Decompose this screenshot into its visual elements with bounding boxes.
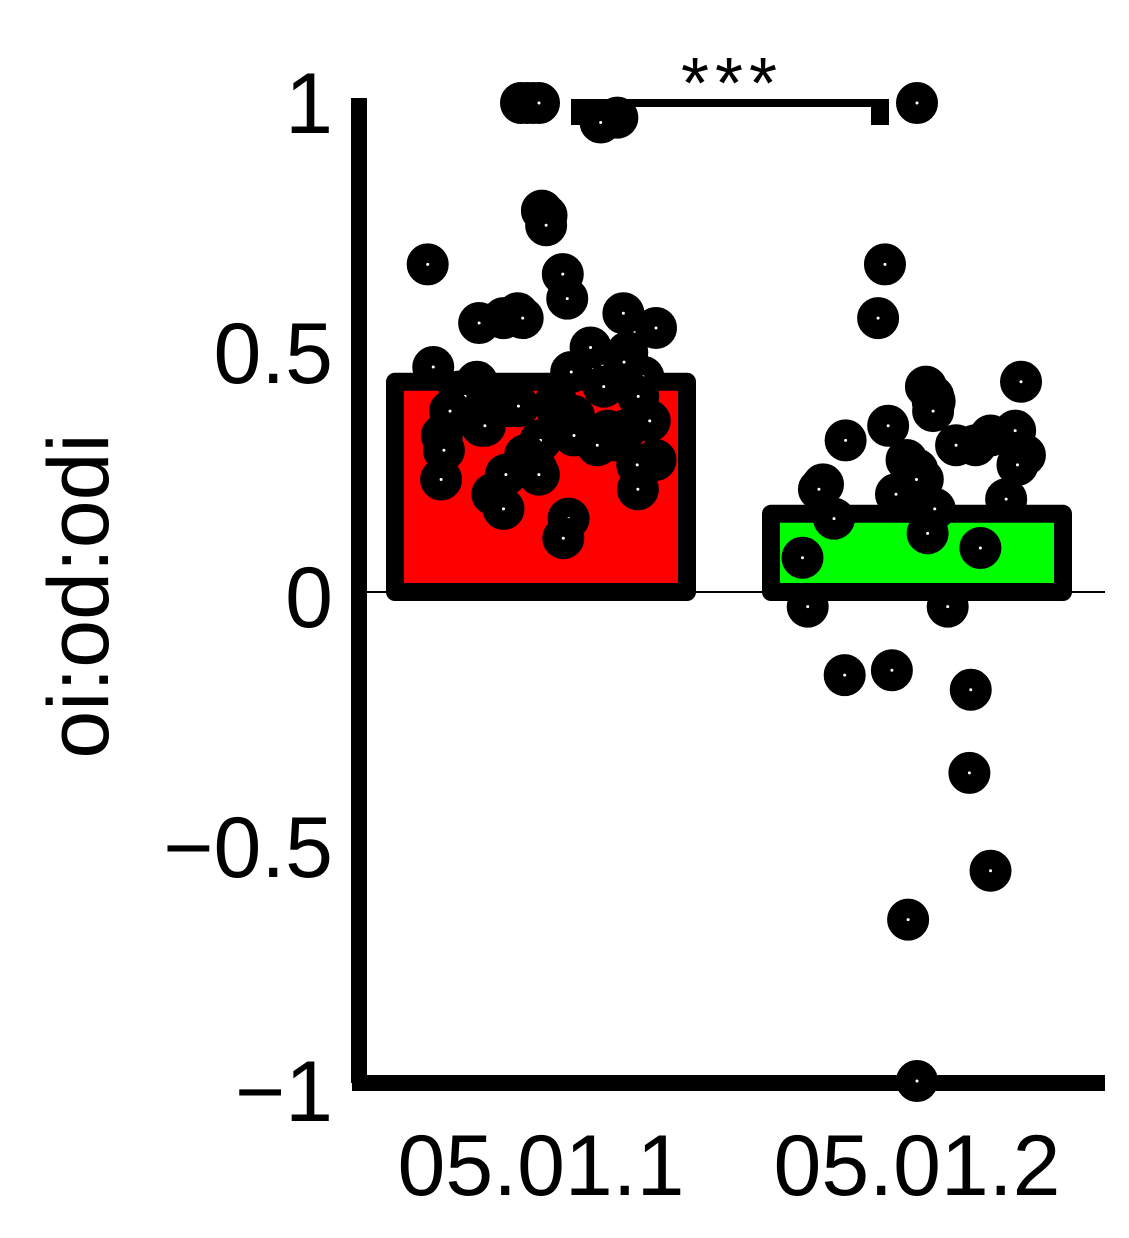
data-point-center-2-37 — [989, 869, 993, 873]
data-point-center-1-57 — [502, 507, 506, 511]
data-point-center-1-14 — [621, 311, 625, 315]
data-point-center-1-22 — [431, 365, 435, 369]
y-axis-label: oi:od:odi — [31, 433, 127, 758]
data-point-center-2-10 — [886, 424, 890, 428]
data-point-center-1-28 — [636, 394, 640, 398]
data-point-center-2-3 — [876, 316, 880, 320]
data-point-center-1-11 — [561, 272, 565, 276]
data-point-center-1-4 — [537, 101, 541, 105]
y-tick-label-minus-0-5: −0.5 — [163, 800, 333, 896]
data-point-center-1-23 — [569, 370, 573, 374]
data-point-center-2-25 — [1004, 497, 1008, 501]
data-points — [406, 82, 1046, 1102]
data-point-center-1-54 — [439, 478, 443, 482]
data-point-center-1-35 — [448, 409, 452, 413]
data-point-center-2-4 — [1019, 380, 1023, 384]
data-point-center-2-38 — [906, 918, 910, 922]
data-point-center-2-34 — [843, 673, 847, 677]
data-point-center-2-13 — [844, 438, 848, 442]
y-tick-label-0: 0 — [285, 550, 333, 646]
data-point-center-1-50 — [635, 463, 639, 467]
data-point-center-1-59 — [561, 536, 565, 540]
data-point-center-1-39 — [483, 424, 487, 428]
x-tick-label-05-01-2: 05.01.2 — [774, 1118, 1061, 1214]
data-point-center-1-26 — [602, 385, 606, 389]
data-point-center-2-31 — [946, 605, 950, 609]
data-point-center-1-21 — [622, 360, 626, 364]
data-point-center-1-12 — [565, 297, 569, 301]
data-point-center-2-2 — [883, 262, 887, 266]
data-point-center-2-1 — [915, 101, 919, 105]
data-point-center-2-35 — [969, 688, 973, 692]
data-point-center-1-55 — [636, 487, 640, 491]
data-point-center-2-30 — [800, 556, 804, 560]
data-point-center-2-9 — [931, 409, 935, 413]
data-point-center-1-37 — [648, 419, 652, 423]
data-point-center-2-28 — [926, 531, 930, 535]
data-point-center-1-42 — [572, 434, 576, 438]
data-point-center-1-16 — [521, 316, 525, 320]
data-point-center-1-33 — [516, 404, 520, 408]
significance-label: *** — [681, 44, 783, 124]
data-point-center-1-53 — [537, 473, 541, 477]
y-ticks: 1 0.5 0 −0.5 −1 — [163, 56, 333, 1140]
data-point-center-2-36 — [967, 771, 971, 775]
data-point-center-1-17 — [477, 321, 481, 325]
data-point-center-2-33 — [890, 668, 894, 672]
data-point-center-2-21 — [914, 478, 918, 482]
data-point-center-1-46 — [595, 443, 599, 447]
data-point-center-1-47 — [442, 448, 446, 452]
data-point-center-2-18 — [1015, 463, 1019, 467]
data-point-center-2-29 — [978, 546, 982, 550]
data-point-center-1-6 — [599, 121, 603, 125]
data-point-center-2-26 — [933, 507, 937, 511]
data-point-center-1-19 — [589, 346, 593, 349]
data-point-center-1-18 — [654, 326, 658, 330]
y-tick-label-0-5: 0.5 — [213, 306, 333, 402]
y-tick-label-1: 1 — [285, 56, 333, 152]
data-point-center-2-11 — [1013, 429, 1017, 433]
x-tick-label-05-01-1: 05.01.1 — [398, 1118, 685, 1214]
data-point-center-2-24 — [894, 492, 898, 496]
data-point-center-2-39 — [915, 1079, 919, 1083]
data-point-center-2-32 — [806, 605, 810, 609]
data-point-center-1-10 — [426, 262, 430, 266]
data-point-center-2-27 — [832, 517, 836, 521]
data-point-center-1-52 — [504, 473, 508, 477]
data-point-center-2-23 — [817, 487, 821, 491]
data-point-center-2-15 — [954, 443, 958, 447]
y-tick-label-minus-1: −1 — [235, 1044, 333, 1140]
data-point-center-1-9 — [544, 223, 548, 227]
significance-bracket: *** — [571, 44, 889, 125]
